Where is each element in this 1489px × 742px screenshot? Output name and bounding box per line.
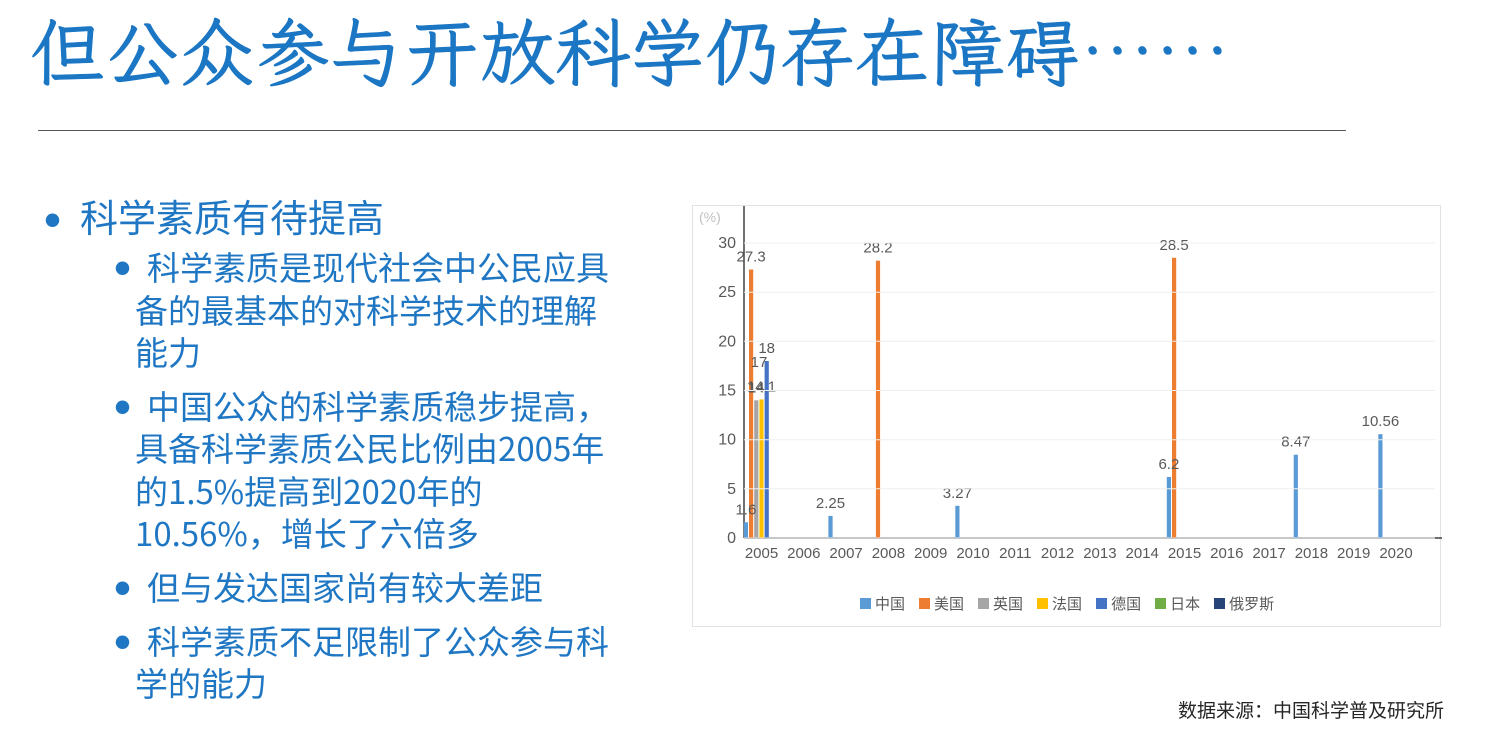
svg-text:2017: 2017 xyxy=(1252,545,1285,562)
svg-text:8.47: 8.47 xyxy=(1281,434,1310,451)
svg-text:2016: 2016 xyxy=(1210,545,1243,562)
svg-text:14.1: 14.1 xyxy=(747,378,776,395)
svg-text:2012: 2012 xyxy=(1041,545,1074,562)
svg-text:2015: 2015 xyxy=(1168,545,1201,562)
svg-text:27.3: 27.3 xyxy=(736,249,765,266)
svg-text:25: 25 xyxy=(718,284,736,301)
svg-text:2006: 2006 xyxy=(787,545,820,562)
svg-text:10: 10 xyxy=(718,432,736,449)
svg-text:2018: 2018 xyxy=(1295,545,1328,562)
svg-text:2.25: 2.25 xyxy=(816,495,845,512)
svg-text:15: 15 xyxy=(718,383,736,400)
svg-text:2010: 2010 xyxy=(956,545,989,562)
svg-text:17: 17 xyxy=(751,354,768,371)
svg-text:28.5: 28.5 xyxy=(1159,237,1188,254)
svg-text:10.56: 10.56 xyxy=(1362,413,1400,430)
svg-text:2019: 2019 xyxy=(1337,545,1370,562)
svg-text:2007: 2007 xyxy=(829,545,862,562)
svg-text:28.2: 28.2 xyxy=(863,240,892,257)
svg-text:0: 0 xyxy=(727,530,736,547)
svg-text:2005: 2005 xyxy=(745,545,778,562)
svg-text:20: 20 xyxy=(718,333,736,350)
svg-text:5: 5 xyxy=(727,481,736,498)
svg-text:2020: 2020 xyxy=(1379,545,1412,562)
svg-text:2008: 2008 xyxy=(872,545,905,562)
svg-text:2011: 2011 xyxy=(999,545,1031,562)
svg-text:6.2: 6.2 xyxy=(1158,456,1179,473)
svg-text:2013: 2013 xyxy=(1083,545,1116,562)
svg-text:2014: 2014 xyxy=(1126,545,1159,562)
svg-text:30: 30 xyxy=(718,235,736,252)
svg-text:3.27: 3.27 xyxy=(943,485,972,502)
svg-text:2009: 2009 xyxy=(914,545,947,562)
svg-text:1.6: 1.6 xyxy=(735,501,756,518)
